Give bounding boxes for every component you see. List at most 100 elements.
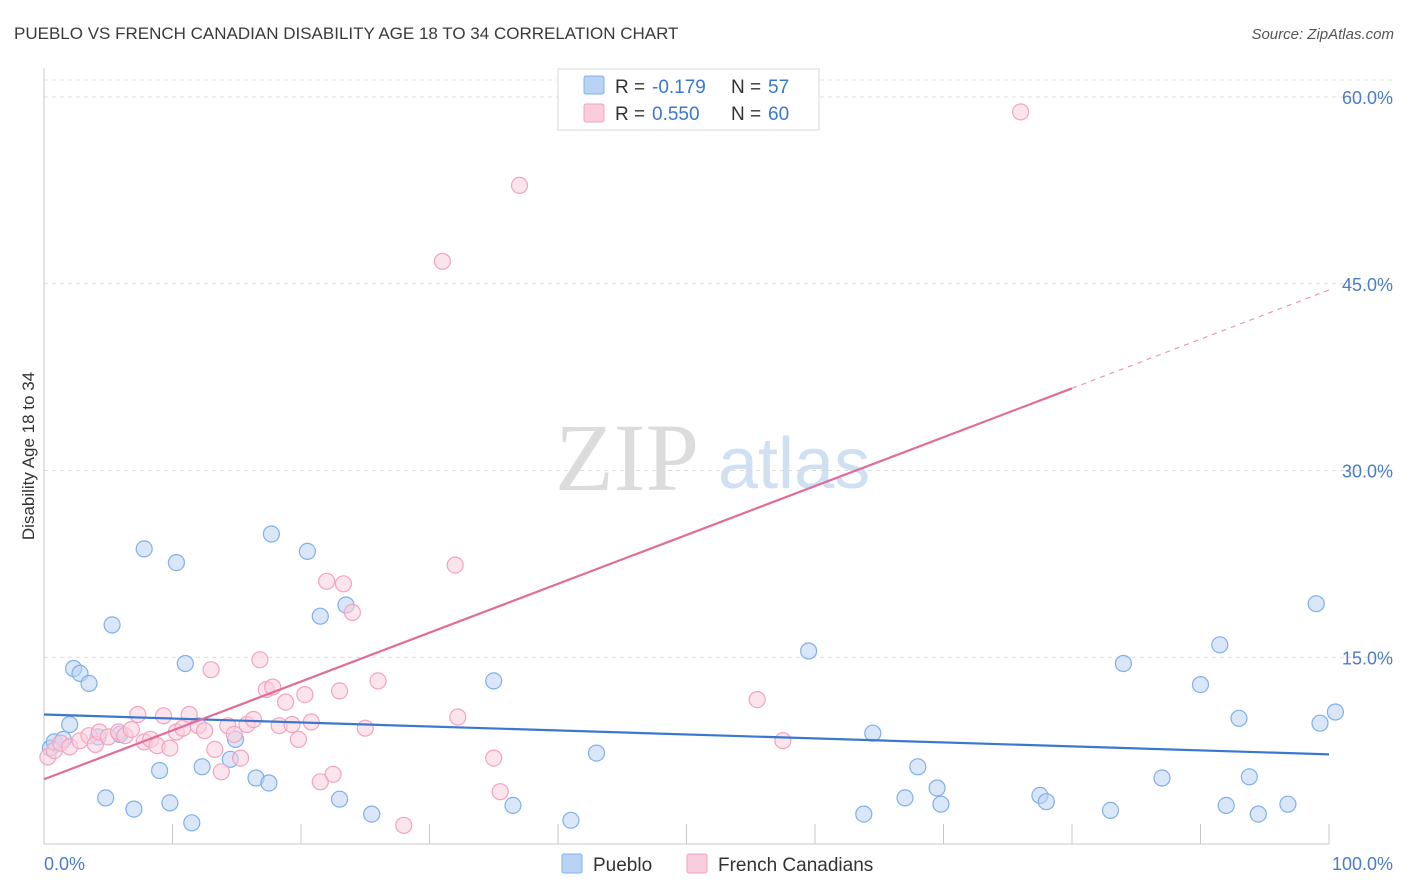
bottom-legend-swatch-french-canadians bbox=[686, 853, 708, 874]
french-canadian-point bbox=[202, 661, 220, 679]
french-canadian-point bbox=[122, 720, 140, 739]
pueblo-point bbox=[1037, 793, 1055, 811]
pueblo-point bbox=[262, 525, 280, 543]
pueblo-point bbox=[587, 744, 606, 762]
legend-r-label-pueblo: R = bbox=[615, 77, 645, 98]
bottom-legend-label-pueblo: Pueblo bbox=[593, 855, 652, 876]
pueblo-point bbox=[183, 814, 201, 832]
french-canadian-point bbox=[311, 773, 329, 791]
y-axis-label: Disability Age 18 to 34 bbox=[19, 372, 38, 540]
french-canadian-point bbox=[161, 739, 179, 757]
pueblo-point bbox=[1307, 595, 1325, 613]
french-canadian-point bbox=[748, 690, 766, 709]
pueblo-point bbox=[61, 715, 79, 734]
y-tick-label: 60.0% bbox=[1342, 88, 1393, 108]
french-canadian-point bbox=[331, 682, 349, 700]
pueblo-point bbox=[176, 654, 194, 673]
watermark-zip: ZIP bbox=[555, 404, 699, 511]
pueblo-point bbox=[1191, 675, 1210, 694]
chart-source: Source: ZipAtlas.com bbox=[1251, 26, 1394, 43]
y-tick-label: 45.0% bbox=[1342, 275, 1393, 295]
french-canadian-point bbox=[369, 672, 387, 690]
pueblo-trend-line bbox=[43, 713, 1330, 756]
pueblo-point bbox=[80, 674, 98, 693]
pueblo-point bbox=[932, 795, 950, 813]
french-canadian-point bbox=[129, 705, 147, 724]
x-tick-labels: 0.0% 100.0% bbox=[44, 854, 1393, 874]
pueblo-point bbox=[864, 724, 882, 742]
french-canadian-point bbox=[334, 575, 352, 593]
french-canadians-trend-extension bbox=[1071, 289, 1330, 389]
legend-r-value-french-canadians: 0.550 bbox=[652, 104, 700, 125]
bottom-legend-label-french-canadians: French Canadians bbox=[718, 855, 873, 876]
french-canadian-point bbox=[491, 783, 509, 801]
pueblo-point bbox=[151, 761, 169, 780]
french-canadian-point bbox=[154, 707, 173, 725]
french-canadian-point bbox=[1011, 103, 1030, 121]
pueblo-point bbox=[1311, 714, 1329, 732]
legend-swatch-pueblo bbox=[583, 75, 605, 95]
pueblo-point bbox=[363, 805, 381, 823]
y-tick-label: 15.0% bbox=[1342, 648, 1393, 668]
pueblo-point bbox=[1153, 769, 1171, 787]
french-canadians-trend-line bbox=[43, 387, 1073, 781]
french-canadian-point bbox=[485, 749, 503, 767]
pueblo-point bbox=[909, 758, 927, 776]
pueblo-point bbox=[1217, 796, 1235, 815]
bottom-legend-swatch-pueblo bbox=[561, 853, 583, 874]
pueblo-point bbox=[1240, 768, 1258, 786]
french-canadian-point bbox=[446, 556, 464, 574]
french-canadian-point bbox=[225, 725, 243, 744]
pueblo-point bbox=[896, 789, 914, 807]
y-tick-label: 30.0% bbox=[1342, 462, 1393, 482]
legend-n-label-french-canadians: N = bbox=[731, 104, 761, 125]
french-canadian-point bbox=[395, 816, 413, 834]
pueblo-point bbox=[504, 796, 522, 815]
legend-n-label-pueblo: N = bbox=[731, 77, 761, 98]
french-canadian-point bbox=[318, 572, 336, 590]
french-canadian-point bbox=[212, 763, 230, 781]
pueblo-point bbox=[1249, 805, 1267, 823]
french-canadian-point bbox=[510, 176, 529, 194]
french-canadian-point bbox=[433, 252, 451, 270]
pueblo-point bbox=[799, 642, 818, 660]
french-canadian-point bbox=[343, 603, 361, 622]
series-pueblo-points bbox=[41, 525, 1345, 832]
pueblo-point bbox=[193, 758, 211, 776]
french-canadian-point bbox=[774, 732, 792, 750]
pueblo-point bbox=[855, 805, 873, 823]
x-tick-label: 0.0% bbox=[44, 854, 85, 874]
pueblo-point bbox=[485, 672, 503, 690]
pueblo-point bbox=[167, 553, 185, 572]
pueblo-point bbox=[331, 790, 349, 808]
french-canadian-point bbox=[251, 651, 269, 669]
pueblo-point bbox=[928, 779, 946, 797]
pueblo-point bbox=[125, 800, 143, 818]
pueblo-point bbox=[1114, 654, 1133, 673]
correlation-legend: R = -0.179 N = 57 R = 0.550 N = 60 bbox=[557, 68, 820, 131]
legend-swatch-french-canadians bbox=[583, 103, 605, 123]
legend-r-label-french-canadians: R = bbox=[615, 104, 645, 125]
pueblo-point bbox=[1326, 703, 1345, 721]
watermark: ZIP atlas bbox=[555, 404, 870, 511]
pueblo-point bbox=[1230, 709, 1248, 727]
watermark-atlas: atlas bbox=[718, 424, 870, 504]
x-tick-label: 100.0% bbox=[1332, 854, 1393, 874]
pueblo-point bbox=[562, 811, 580, 829]
chart-title: PUEBLO VS FRENCH CANADIAN DISABILITY AGE… bbox=[14, 24, 678, 43]
french-canadian-point bbox=[324, 765, 342, 783]
french-canadian-point bbox=[356, 719, 374, 737]
pueblo-point bbox=[135, 540, 153, 558]
french-canadian-point bbox=[283, 715, 301, 734]
legend-n-value-french-canadians: 60 bbox=[768, 104, 789, 125]
french-canadian-point bbox=[277, 693, 295, 711]
french-canadian-point bbox=[289, 730, 307, 749]
gridlines bbox=[44, 79, 1394, 658]
pueblo-point bbox=[1279, 795, 1297, 813]
pueblo-point bbox=[103, 616, 121, 634]
pueblo-point bbox=[260, 774, 278, 792]
y-tick-labels: 15.0% 30.0% 45.0% 60.0% bbox=[1342, 88, 1393, 668]
legend-r-value-pueblo: -0.179 bbox=[652, 77, 706, 98]
pueblo-point bbox=[161, 794, 179, 812]
